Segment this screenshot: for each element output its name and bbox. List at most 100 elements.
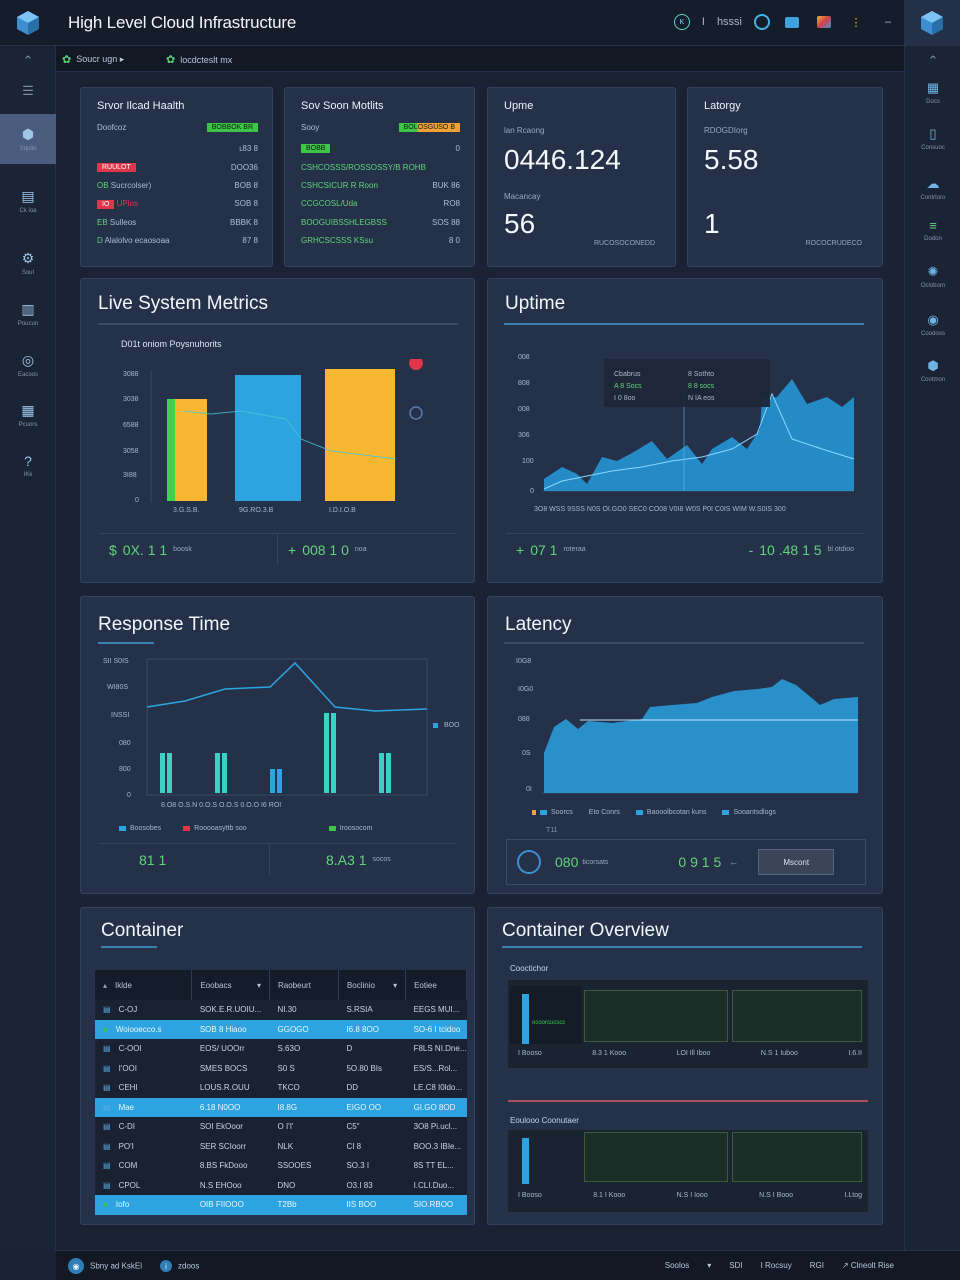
y-tick: 808 bbox=[518, 380, 530, 387]
monitor-icon[interactable] bbox=[782, 12, 802, 32]
status-item[interactable]: i zdoos bbox=[160, 1260, 199, 1272]
table-row[interactable]: ● Woiooecco.s SOB 8 Hiaoo GGOGO I6.8 8OO SO-6… bbox=[95, 1019, 467, 1039]
column-header[interactable]: Boclinio ▾ bbox=[338, 970, 407, 1000]
column-header[interactable]: Eotiee bbox=[405, 970, 467, 1000]
status-item[interactable]: Soolos bbox=[664, 1261, 690, 1270]
status-item[interactable]: RGI bbox=[809, 1261, 824, 1270]
column-header[interactable]: Raobeurt bbox=[269, 970, 339, 1000]
right-item-coodoos[interactable]: ◉ Coodoos bbox=[920, 312, 946, 337]
row-name-cell: ▤ I'OOI bbox=[95, 1058, 192, 1078]
table-row[interactable]: ▤ Mae 6.18 N0OO I8.8G EIGO OO GI.GO 8OD bbox=[95, 1097, 467, 1117]
sidebar-item-poucun[interactable]: ▥ Poucun bbox=[17, 301, 39, 327]
row-doc-icon: ▤ bbox=[103, 1141, 111, 1151]
right-logo[interactable] bbox=[904, 0, 960, 46]
mscont-button[interactable]: Mscont bbox=[758, 849, 835, 875]
check-circle-icon: ● bbox=[103, 1200, 108, 1210]
table-row[interactable]: ▤ C-OJ SOK.E.R.UOIU... NI.30 S.RSIA EEGS MUI.… bbox=[95, 1000, 467, 1020]
refresh-icon[interactable]: K bbox=[673, 14, 690, 30]
minimize-icon[interactable]: – bbox=[884, 16, 892, 28]
uptime-area-chart: 008 808 008 306 100 0 Cbabrus A 8 Socs I… bbox=[518, 354, 855, 513]
sidebar-item-help[interactable]: ? IKk bbox=[23, 452, 33, 478]
globe-icon[interactable] bbox=[754, 14, 770, 30]
plot-frame bbox=[146, 658, 428, 796]
toolbar-label-2[interactable]: hsssi bbox=[716, 16, 742, 28]
bar bbox=[379, 753, 384, 793]
cell-text: DNO bbox=[277, 1180, 296, 1190]
title-divider bbox=[101, 946, 157, 948]
subbar-item-location[interactable]: ✿ locdcteslt mx bbox=[166, 54, 233, 66]
cell-text: SIO.RBOO bbox=[413, 1200, 454, 1210]
table-cell: DNO bbox=[269, 1175, 339, 1195]
chart-legend: Soorcs Eto Conrs Baooolbcotan kuns Sooan… bbox=[532, 809, 776, 816]
cell-text: Iofo bbox=[115, 1200, 130, 1210]
table-cell: EEGS MUI... bbox=[405, 1000, 467, 1020]
title-divider bbox=[504, 642, 864, 644]
stack-icon: ≡ bbox=[929, 218, 937, 233]
right-item-contrtoro[interactable]: ☁ Contrtoro bbox=[920, 176, 946, 201]
card-header-row: Doofcoz BOBBOK BR bbox=[97, 120, 258, 134]
status-item[interactable]: I Rocsuy bbox=[760, 1261, 792, 1270]
right-item-cootmon[interactable]: ⬢ Cootmon bbox=[920, 358, 946, 383]
status-item[interactable]: ◉ Sbny ad KskEl bbox=[68, 1258, 142, 1274]
table-row[interactable]: ▤ C-DI SOI EkOoor O I'I' C5" 3O8 Pi.ucl... bbox=[95, 1117, 467, 1137]
alert-icon[interactable] bbox=[409, 359, 423, 370]
container-table: ▴ Iklde Eoobacs ▾ Raobeurt Boclinio ▾ Eot… bbox=[95, 970, 467, 1215]
right-item-ocloborn[interactable]: ✺ Ocloborn bbox=[920, 264, 946, 289]
container-panel: Container ▴ Iklde Eoobacs ▾ Raobeurt Bocl… bbox=[80, 907, 475, 1225]
cell-text: C5" bbox=[346, 1122, 360, 1132]
cell-text: DD bbox=[346, 1083, 359, 1093]
right-item-dodon[interactable]: ≡ Dodon bbox=[924, 218, 942, 242]
app-logo[interactable] bbox=[0, 0, 56, 46]
tooltip-text: Cbabrus bbox=[614, 371, 641, 378]
chevron-down-icon[interactable]: ▾ bbox=[707, 1261, 712, 1270]
sidebar-item-pcuors[interactable]: ▦ Pcuors bbox=[18, 402, 38, 428]
hamburger-menu-icon[interactable]: ☰ bbox=[22, 83, 34, 98]
row-name-cell: ▤ PO'I bbox=[95, 1136, 192, 1156]
sidebar-item-eacoos[interactable]: ◎ Eacoos bbox=[17, 352, 38, 378]
sidebar-item-sout[interactable]: ⚙ Sout bbox=[21, 250, 35, 276]
status-item[interactable]: ↗ Clneolt Rise bbox=[841, 1261, 894, 1270]
status-item[interactable]: SDI bbox=[729, 1261, 743, 1270]
tooltip-text: N IA eos bbox=[688, 395, 715, 402]
image-icon[interactable] bbox=[814, 12, 834, 32]
table-row[interactable]: ▤ COM 8.BS FkDooo SSOOES SO.3 I 8S TT EL... bbox=[95, 1156, 467, 1176]
chart-legend: Boosobes Rooooasyttb soo Iroosocom bbox=[119, 825, 372, 832]
footer-stat: 8.A3 1 socos bbox=[269, 844, 456, 875]
shield-icon bbox=[517, 850, 541, 874]
cell-text: SO.3 I bbox=[346, 1161, 370, 1171]
right-item-docs[interactable]: ▦ Docs bbox=[926, 80, 940, 105]
list-item: OB Sucrcolser) BOB 8 bbox=[97, 180, 258, 190]
table-cell: DD bbox=[338, 1078, 406, 1098]
table-row[interactable]: ▤ PO'I SER SCIoorr NLK CI 8 BOO.3 IBIe... bbox=[95, 1136, 467, 1156]
chevron-up-icon[interactable]: ⌃ bbox=[22, 53, 34, 68]
sidebar-item-squiio[interactable]: ⬢ Squiio bbox=[0, 114, 56, 164]
y-tick: 088 bbox=[518, 716, 530, 723]
sidebar-item-ckioa[interactable]: ▤ Ck ioa bbox=[19, 188, 37, 214]
panel-title: Latency bbox=[505, 614, 572, 635]
chart-box bbox=[584, 1132, 728, 1182]
chart-tooltip bbox=[604, 359, 770, 407]
right-item-consuoc[interactable]: ▯ Consuoc bbox=[921, 126, 945, 151]
cell-text: SSOOES bbox=[277, 1161, 312, 1171]
y-tick: 3088 bbox=[123, 371, 139, 378]
legend-swatch bbox=[433, 723, 438, 728]
chevron-up-icon[interactable]: ⌃ bbox=[927, 53, 939, 68]
table-row[interactable]: ● Iofo OIB FIIOOO T2Bb IIS BOO SIO.RBOO bbox=[95, 1195, 467, 1215]
cell-text: C-OOI bbox=[118, 1044, 142, 1054]
server-health-card: Srvor Ilcad Haalth Doofcoz BOBBOK BR ʟ83… bbox=[80, 87, 273, 267]
table-row[interactable]: ▤ CEHI LOUS.R.OUU TKCO DD LE.C8 I0ldo... bbox=[95, 1078, 467, 1098]
more-vertical-icon[interactable]: ⋮ bbox=[850, 16, 862, 29]
list-item: ʟ83 8 bbox=[239, 143, 258, 153]
subbar-item-source[interactable]: ✿ Soucr ugn ▸ bbox=[62, 54, 125, 66]
table-row[interactable]: ▤ I'OOI SMES BOCS S0 S 5O.80 BIs ES/S...Rol..… bbox=[95, 1058, 467, 1078]
column-header[interactable]: ▴ Iklde bbox=[95, 970, 193, 1000]
column-header[interactable]: Eoobacs ▾ bbox=[191, 970, 270, 1000]
table-row[interactable]: ▤ C-OOI EOS/ UOOrr S.63O D F8LS NI.Dne... bbox=[95, 1039, 467, 1059]
table-row[interactable]: ▤ CPOL N.S EHOoo DNO O3.I 83 I.CLI.Duo... bbox=[95, 1175, 467, 1195]
latency-footer: 080 ticorsats 0 9 1 5 ← Mscont bbox=[506, 839, 866, 885]
card-title: Sov Soon Motlits bbox=[301, 100, 384, 112]
row-doc-icon: ▤ bbox=[103, 1102, 111, 1112]
cell-text: PO'I bbox=[118, 1141, 134, 1151]
cell-text: F8LS NI.Dne... bbox=[413, 1044, 467, 1054]
table-cell: O3.I 83 bbox=[338, 1175, 406, 1195]
